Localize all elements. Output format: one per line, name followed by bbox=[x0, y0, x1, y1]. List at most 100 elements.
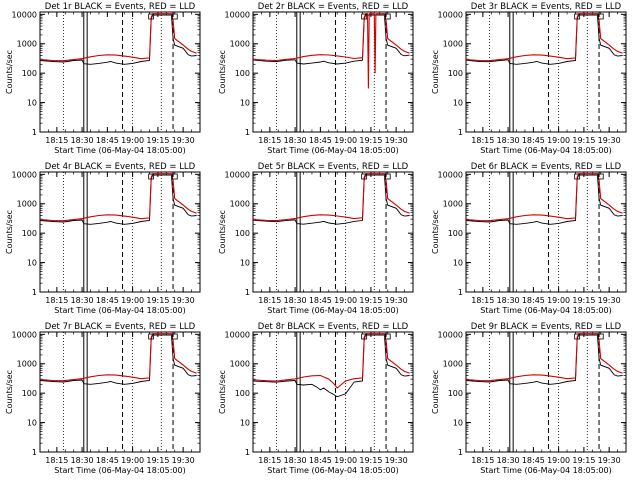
chart-panel-2: Det 2r BLACK = Events, RED = LLD 1 10 100 10… bbox=[218, 2, 414, 155]
y-tick-label: 10 bbox=[27, 419, 37, 428]
x-tick-label: 19:30 bbox=[385, 296, 408, 305]
x-tick-label: 19:30 bbox=[385, 456, 408, 465]
y-tick-label: 10000 bbox=[438, 170, 463, 179]
series-line-events bbox=[252, 334, 410, 398]
plot-frame bbox=[39, 171, 201, 293]
y-tick-label: 10000 bbox=[438, 10, 463, 19]
chart-title: Det 5r BLACK = Events, RED = LLD bbox=[258, 162, 409, 172]
y-tick-label: 10 bbox=[240, 419, 250, 428]
plot-frame bbox=[39, 11, 201, 133]
x-axis-label: Start Time (06-May-04 18:05:00) bbox=[54, 146, 185, 155]
chart-panel-9: Det 9r BLACK = Events, RED = LLD 1 10 100 10… bbox=[431, 322, 627, 475]
chart-panel-4: Det 4r BLACK = Events, RED = LLD 1 10 100 10… bbox=[5, 162, 201, 315]
y-axis-label: Counts/sec bbox=[5, 210, 14, 254]
y-tick-label: 1 bbox=[32, 288, 37, 297]
chart-panel-7: Det 7r BLACK = Events, RED = LLD 1 10 100 10… bbox=[5, 322, 201, 475]
x-tick-label: 18:15 bbox=[471, 296, 494, 305]
y-axis-label: Counts/sec bbox=[431, 210, 440, 254]
x-tick-label: 18:30 bbox=[284, 296, 307, 305]
x-axis-label: Start Time (06-May-04 18:05:00) bbox=[267, 146, 398, 155]
x-tick-label: 19:00 bbox=[547, 296, 570, 305]
saturation-box-marker bbox=[171, 173, 178, 180]
y-tick-label: 100 bbox=[235, 389, 250, 398]
plot-frame bbox=[39, 331, 201, 453]
x-tick-label: 19:15 bbox=[359, 456, 382, 465]
x-tick-label: 18:30 bbox=[497, 136, 520, 145]
plot-frame bbox=[252, 331, 414, 453]
x-tick-label: 19:00 bbox=[334, 136, 357, 145]
chart-title: Det 9r BLACK = Events, RED = LLD bbox=[471, 322, 622, 332]
x-tick-label: 19:30 bbox=[598, 136, 621, 145]
y-tick-label: 10000 bbox=[225, 330, 250, 339]
saturation-box-marker bbox=[171, 333, 178, 340]
x-tick-label: 18:15 bbox=[258, 456, 281, 465]
chart-panel-1: Det 1r BLACK = Events, RED = LLD 1 10 100 10… bbox=[5, 2, 201, 155]
x-tick-label: 19:15 bbox=[146, 296, 169, 305]
x-tick-label: 19:15 bbox=[572, 136, 595, 145]
y-tick-label: 1 bbox=[245, 448, 250, 457]
y-tick-label: 1 bbox=[245, 128, 250, 137]
saturation-box-marker bbox=[384, 333, 391, 340]
y-tick-label: 1000 bbox=[17, 40, 37, 49]
y-tick-label: 1 bbox=[458, 288, 463, 297]
x-tick-label: 18:15 bbox=[258, 136, 281, 145]
chart-panel-3: Det 3r BLACK = Events, RED = LLD 1 10 100 10… bbox=[431, 2, 627, 155]
plot-frame bbox=[252, 11, 414, 133]
saturation-box-marker bbox=[597, 13, 604, 20]
x-tick-label: 19:30 bbox=[385, 136, 408, 145]
x-tick-label: 19:15 bbox=[572, 296, 595, 305]
y-tick-label: 100 bbox=[22, 229, 37, 238]
plot-frame bbox=[465, 11, 627, 133]
x-tick-label: 18:45 bbox=[96, 296, 119, 305]
x-tick-label: 19:30 bbox=[598, 296, 621, 305]
x-tick-label: 18:15 bbox=[471, 456, 494, 465]
series-line-events bbox=[465, 174, 623, 225]
y-tick-label: 1000 bbox=[443, 40, 463, 49]
y-tick-label: 10 bbox=[453, 419, 463, 428]
plot-frame bbox=[465, 171, 627, 293]
series-line-lld bbox=[39, 173, 197, 222]
x-tick-label: 18:15 bbox=[258, 296, 281, 305]
y-tick-label: 100 bbox=[448, 69, 463, 78]
x-tick-label: 19:30 bbox=[172, 296, 195, 305]
chart-panel-8: Det 8r BLACK = Events, RED = LLD 1 10 100 10… bbox=[218, 322, 414, 475]
chart-title: Det 7r BLACK = Events, RED = LLD bbox=[45, 322, 196, 332]
x-tick-label: 18:15 bbox=[45, 136, 68, 145]
y-tick-label: 10000 bbox=[438, 330, 463, 339]
saturation-box-marker bbox=[597, 333, 604, 340]
chart-title: Det 8r BLACK = Events, RED = LLD bbox=[258, 322, 409, 332]
x-axis-label: Start Time (06-May-04 18:05:00) bbox=[480, 146, 611, 155]
saturation-box-marker bbox=[384, 13, 391, 20]
plot-frame bbox=[465, 331, 627, 453]
y-tick-label: 10000 bbox=[225, 10, 250, 19]
y-tick-label: 10000 bbox=[225, 170, 250, 179]
y-tick-label: 1 bbox=[458, 448, 463, 457]
y-tick-label: 1000 bbox=[443, 200, 463, 209]
series-line-events bbox=[39, 174, 197, 225]
x-tick-label: 18:30 bbox=[284, 456, 307, 465]
x-tick-label: 18:45 bbox=[309, 296, 332, 305]
series-line-lld bbox=[465, 333, 623, 382]
y-tick-label: 1000 bbox=[17, 200, 37, 209]
y-tick-label: 10000 bbox=[12, 10, 37, 19]
x-tick-label: 18:45 bbox=[522, 456, 545, 465]
y-tick-label: 1000 bbox=[230, 40, 250, 49]
saturation-box-marker bbox=[148, 13, 155, 20]
series-line-lld bbox=[465, 173, 623, 222]
x-tick-label: 19:15 bbox=[146, 136, 169, 145]
y-tick-label: 10 bbox=[27, 99, 37, 108]
saturation-box-marker bbox=[384, 173, 391, 180]
x-tick-label: 19:00 bbox=[121, 296, 144, 305]
chart-title: Det 6r BLACK = Events, RED = LLD bbox=[471, 162, 622, 172]
y-axis-label: Counts/sec bbox=[218, 210, 227, 254]
x-tick-label: 18:45 bbox=[522, 296, 545, 305]
x-tick-label: 18:30 bbox=[71, 136, 94, 145]
series-line-events bbox=[252, 14, 410, 65]
series-line-events bbox=[252, 174, 410, 225]
x-tick-label: 19:30 bbox=[172, 456, 195, 465]
x-tick-label: 19:30 bbox=[598, 456, 621, 465]
series-line-events bbox=[39, 334, 197, 385]
x-tick-label: 18:45 bbox=[309, 136, 332, 145]
x-tick-label: 19:15 bbox=[572, 456, 595, 465]
